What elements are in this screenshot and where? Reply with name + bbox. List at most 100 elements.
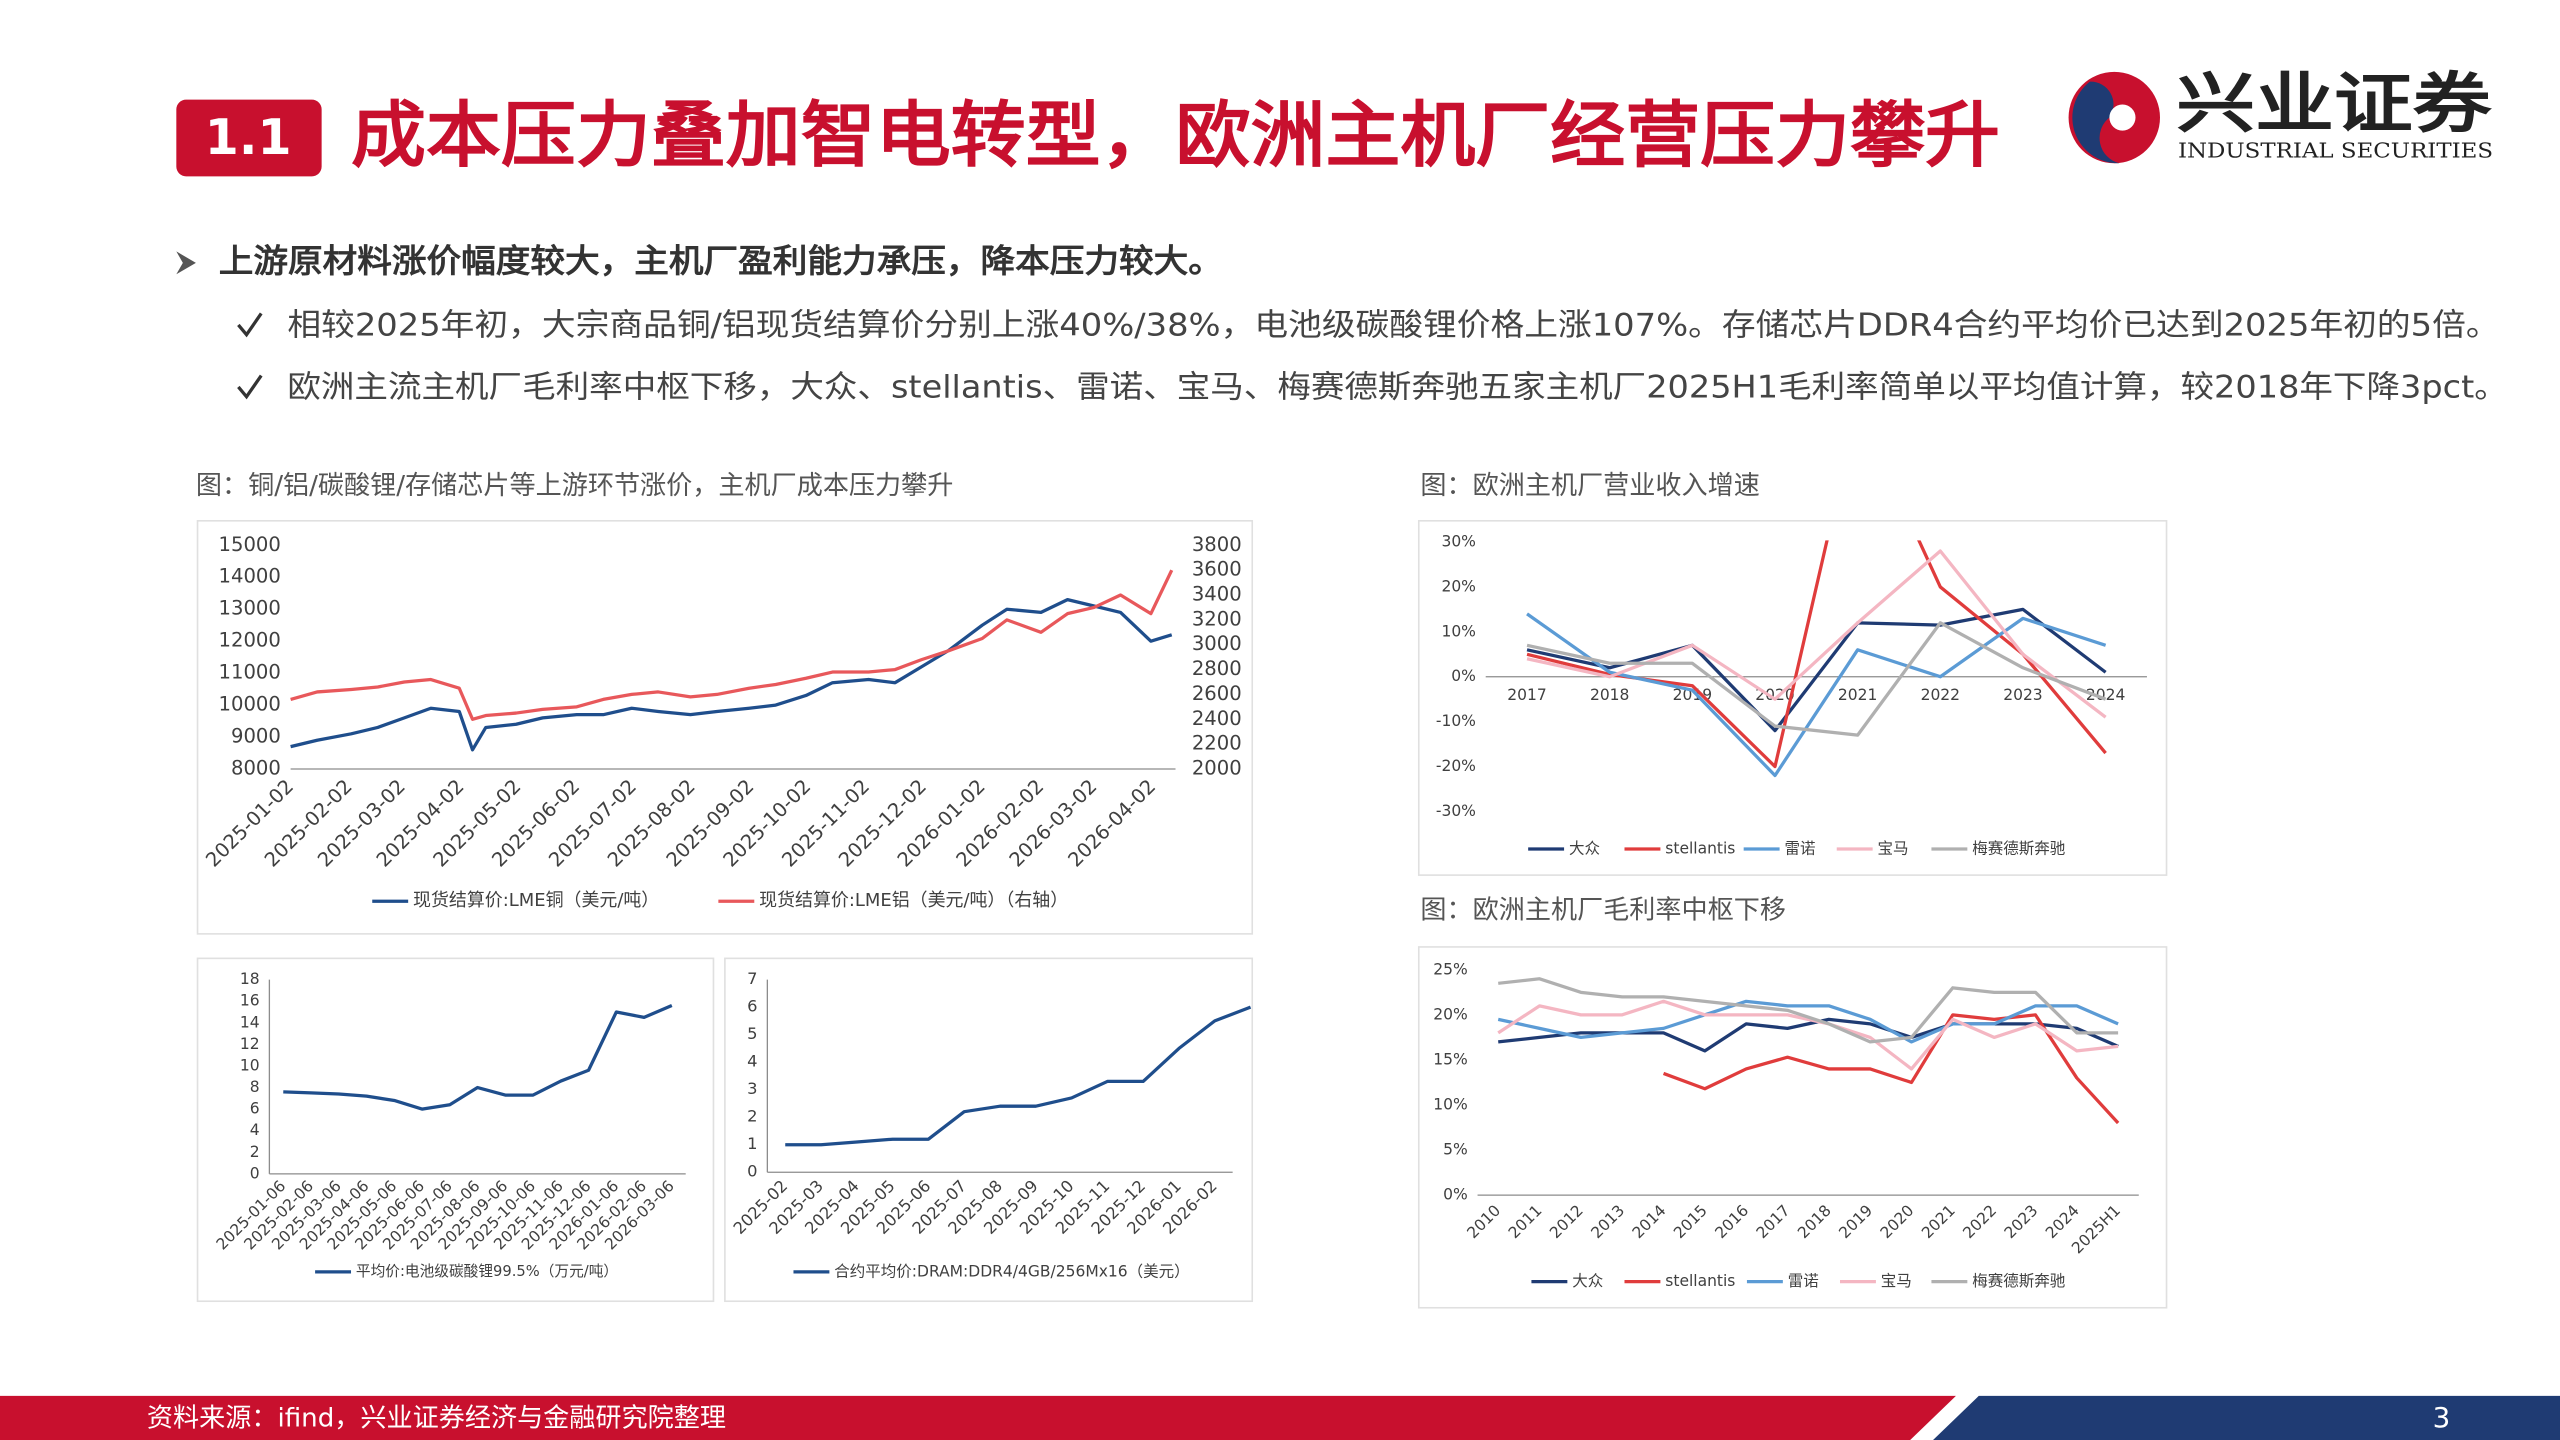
legend-label: 雷诺 [1788,1272,1819,1290]
series-line [290,569,1174,721]
footer-source: 资料来源：ifind，兴业证券经济与金融研究院整理 [147,1403,726,1433]
y-tick-label: 10% [1433,1095,1467,1113]
chart-frame [1417,946,2168,1309]
y-tick-label: 1 [747,1134,757,1153]
legend-label: 梅赛德斯奔驰 [1972,838,2065,857]
y2-tick-label: 2800 [1192,657,1242,680]
plot-area [1526,540,2107,778]
x-tick-label: 2018 [1590,686,1629,704]
legend-label: 宝马 [1878,839,1909,857]
legend-label: 梅赛德斯奔驰 [1972,1271,2065,1290]
y-tick-label: 0% [1443,1186,1468,1204]
x-tick-label: 2022 [1921,686,1960,704]
y2-tick-label: 3000 [1192,632,1242,655]
y-tick-label: 4 [747,1052,757,1071]
series-line [1497,999,2119,1044]
y-tick-label: 12000 [219,629,281,652]
plot-area [290,569,1174,752]
plot-area [283,1004,673,1111]
y-tick-label: 13000 [219,597,281,620]
y-tick-label: 7 [747,969,757,988]
series-line [1498,977,2119,1044]
chart-frame [1417,520,2168,876]
legend-label: 合约平均价:DRAM:DDR4/4GB/256Mx16（美元） [834,1262,1189,1280]
y-tick-label: 2 [250,1143,260,1161]
y-tick-label: 11000 [219,661,281,684]
y2-tick-label: 2400 [1192,707,1242,730]
slide-title: 成本压力叠加智电转型，欧洲主机厂经营压力攀升 [351,93,2000,177]
legend-label: 雷诺 [1784,839,1815,857]
y2-tick-label: 2000 [1192,756,1242,779]
y-tick-label: 20% [1441,577,1475,595]
y2-tick-label: 3400 [1192,583,1242,606]
series-line [1498,1017,2119,1053]
y-tick-label: 20% [1433,1005,1467,1023]
series-line [290,597,1173,752]
chart-frame [724,957,1254,1303]
chart-frame [196,520,1254,935]
series-line [1662,1013,2120,1125]
bullet-main: 上游原材料涨价幅度较大，主机厂盈利能力承压，降本压力较大。 [219,242,1223,280]
legend-label: 现货结算价:LME铜（美元/吨） [413,890,659,911]
footer-accent [1933,1395,2560,1440]
bullet-sub: 相较2025年初，大宗商品铜/铝现货结算价分别上涨40%/38%，电池级碳酸锂价… [287,308,2499,344]
plot-area [1497,977,2120,1125]
series-line [283,1004,673,1111]
y-tick-label: 0 [250,1164,260,1182]
y-tick-label: 12 [240,1035,260,1053]
y-tick-label: 15% [1433,1050,1467,1068]
logo-icon [2068,71,2160,164]
y-tick-label: -10% [1436,712,1476,730]
series-line [785,1005,1252,1147]
y-tick-label: 4 [250,1121,260,1139]
caption: 图：欧洲主机厂营业收入增速 [1420,471,1759,501]
y2-tick-label: 3800 [1192,533,1242,556]
page-number: 3 [2433,1401,2451,1434]
caption: 图：铜/铝/碳酸锂/存储芯片等上游环节涨价，主机厂成本压力攀升 [196,471,953,501]
y-tick-label: 5 [747,1024,757,1043]
logo-cn: 兴业证券 [2176,66,2492,142]
y-tick-label: 18 [240,970,260,988]
y-tick-label: -20% [1436,757,1476,775]
y-tick-label: 0% [1451,667,1476,685]
y2-tick-label: 3600 [1192,558,1242,581]
plot-area [785,1005,1252,1147]
legend-label: stellantis [1665,1272,1735,1290]
y-tick-label: 14000 [219,565,281,588]
legend-label: 平均价:电池级碳酸锂99.5%（万元/吨） [356,1263,618,1280]
y-tick-label: 10% [1441,622,1475,640]
y-tick-label: -30% [1436,802,1476,820]
legend-label: stellantis [1665,839,1735,857]
y-tick-label: 6 [747,997,757,1016]
x-tick-label: 2024 [2086,686,2125,704]
y-tick-label: 5% [1443,1141,1468,1159]
series-line [1497,999,2119,1071]
legend-label: 宝马 [1881,1272,1912,1290]
y-tick-label: 0 [747,1162,757,1181]
series-line [1526,612,2107,778]
y2-tick-label: 2200 [1192,732,1242,755]
y-tick-label: 10000 [219,693,281,716]
check [237,374,263,400]
bullet-sub: 欧洲主流主机厂毛利率中枢下移，大众、stellantis、雷诺、宝马、梅赛德斯奔… [287,370,2507,406]
caption: 图：欧洲主机厂毛利率中枢下移 [1420,896,1786,926]
check [237,312,263,338]
badge [176,99,322,177]
y-tick-label: 16 [240,992,260,1010]
chart-frame [196,957,715,1303]
x-tick-label: 2023 [2003,686,2042,704]
y-tick-label: 30% [1441,533,1475,551]
y-tick-label: 14 [240,1013,260,1031]
footer-bar [0,1395,1956,1440]
y-tick-label: 9000 [231,725,281,748]
bullet-arrow [176,251,196,275]
y2-tick-label: 3200 [1192,607,1242,630]
x-tick-label: 2021 [1838,686,1877,704]
legend-label: 现货结算价:LME铝（美元/吨）（右轴） [759,890,1068,911]
y-tick-label: 3 [747,1079,757,1098]
series-line [1526,621,2107,737]
logo-en: INDUSTRIAL SECURITIES [2178,138,2493,162]
y-tick-label: 25% [1433,960,1467,978]
legend-label: 大众 [1572,1272,1603,1290]
